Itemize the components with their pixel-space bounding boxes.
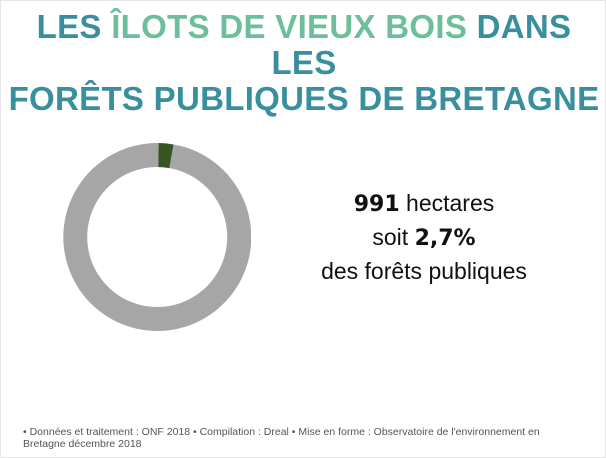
stat-prefix: soit: [372, 224, 415, 250]
title-line-1: LES ÎLOTS DE VIEUX BOIS DANS LES: [1, 9, 606, 81]
stat-annotation: 991 hectares soit 2,7% des forêts publiq…: [291, 187, 557, 288]
stat-line-2: soit 2,7%: [291, 221, 557, 255]
stat-value: 991: [353, 192, 400, 217]
title-line-2: FORÊTS PUBLIQUES DE BRETAGNE: [8, 80, 600, 117]
stat-unit: hectares: [399, 190, 495, 216]
title-accent-text: ÎLOTS DE VIEUX BOIS: [111, 8, 468, 45]
donut-segment-rest: [63, 143, 251, 331]
stat-line-3: des forêts publiques: [321, 258, 527, 284]
stat-percent: 2,7%: [414, 226, 476, 251]
stat-line-1: 991 hectares: [291, 187, 557, 221]
title-text: DANS LES: [271, 8, 572, 81]
page-title: LES ÎLOTS DE VIEUX BOIS DANS LES FORÊTS …: [1, 9, 606, 117]
title-text: LES: [36, 8, 112, 45]
source-footer: • Données et traitement : ONF 2018 • Com…: [23, 426, 540, 450]
donut-segment-highlight: [158, 143, 174, 169]
donut-chart: [63, 143, 251, 331]
